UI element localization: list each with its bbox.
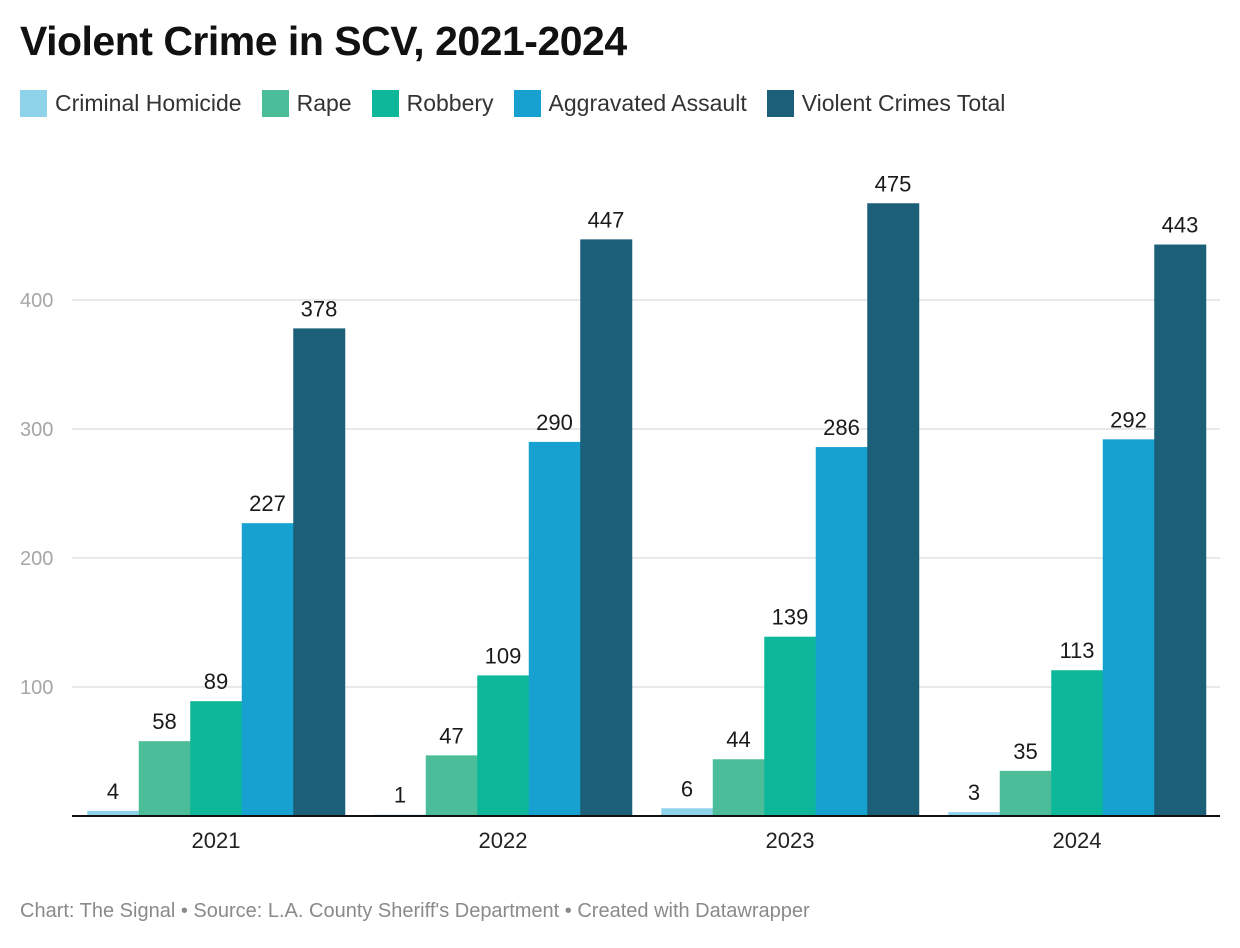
legend-label: Violent Crimes Total [801, 90, 1006, 116]
legend-item-criminal-homicide: Criminal Homicide [20, 90, 242, 117]
legend-swatch [513, 90, 541, 117]
chart-footer: Chart: The Signal • Source: L.A. County … [20, 900, 810, 922]
data-label: 89 [204, 669, 228, 694]
x-tick-label-2021: 2021 [192, 828, 241, 853]
bar-rape-2024 [999, 770, 1052, 816]
x-tick-label-2024: 2024 [1053, 828, 1102, 853]
bar-violent-crimes-total-2021 [293, 328, 346, 816]
legend-label: Criminal Homicide [55, 90, 242, 116]
legend-label: Robbery [406, 90, 494, 116]
y-tick-label: 300 [20, 419, 53, 441]
data-label: 4 [107, 779, 119, 804]
bar-robbery-2024 [1051, 670, 1104, 816]
data-label: 286 [823, 415, 860, 440]
data-label: 6 [681, 776, 693, 801]
bar-rape-2021 [138, 741, 191, 816]
bar-violent-crimes-total-2023 [867, 203, 920, 816]
legend-swatch [766, 90, 794, 117]
legend-label: Rape [296, 90, 352, 116]
legend-label: Aggravated Assault [548, 90, 747, 116]
legend-swatch [20, 90, 47, 117]
y-tick-label: 100 [20, 677, 53, 699]
data-label: 292 [1110, 407, 1147, 432]
bar-criminal-homicide-2021 [87, 810, 140, 816]
x-tick-label-2022: 2022 [479, 828, 528, 853]
legend-item-aggravated-assault: Aggravated Assault [513, 90, 747, 117]
data-label: 227 [249, 491, 286, 516]
bar-rape-2022 [425, 755, 478, 816]
data-label: 58 [152, 709, 176, 734]
legend: Criminal Homicide Rape Robbery Aggravated A… [20, 90, 1025, 117]
bar-aggravated-assault-2024 [1102, 439, 1155, 816]
y-tick-label: 400 [20, 290, 53, 312]
data-label: 1 [394, 783, 406, 808]
data-label: 378 [301, 296, 338, 321]
legend-item-rape: Rape [261, 90, 352, 117]
bar-robbery-2021 [190, 701, 243, 816]
legend-item-violent-crimes-total: Violent Crimes Total [766, 90, 1006, 117]
bar-violent-crimes-total-2024 [1154, 244, 1207, 816]
chart-title: Violent Crime in SCV, 2021-2024 [20, 18, 627, 64]
data-label: 3 [968, 780, 980, 805]
bar-robbery-2023 [764, 636, 817, 816]
data-label: 109 [485, 643, 522, 668]
data-label: 44 [726, 727, 750, 752]
x-tick-label-2023: 2023 [766, 828, 815, 853]
bar-criminal-homicide-2023 [661, 808, 714, 816]
data-label: 443 [1162, 213, 1199, 238]
data-label: 447 [588, 207, 625, 232]
legend-item-robbery: Robbery [371, 90, 494, 117]
bar-robbery-2022 [477, 675, 530, 816]
data-label: 47 [439, 723, 463, 748]
data-label: 475 [875, 171, 912, 196]
bar-aggravated-assault-2023 [815, 447, 868, 816]
data-label: 139 [772, 605, 809, 630]
data-label: 35 [1013, 739, 1037, 764]
bar-criminal-homicide-2024 [948, 812, 1001, 816]
bar-rape-2023 [712, 759, 765, 816]
legend-swatch [261, 90, 289, 117]
bar-violent-crimes-total-2022 [580, 239, 633, 816]
bar-aggravated-assault-2021 [241, 523, 294, 816]
data-label: 113 [1059, 638, 1094, 663]
bar-aggravated-assault-2022 [528, 441, 581, 816]
data-label: 290 [536, 410, 573, 435]
legend-swatch [371, 90, 399, 117]
y-tick-label: 200 [20, 548, 53, 570]
